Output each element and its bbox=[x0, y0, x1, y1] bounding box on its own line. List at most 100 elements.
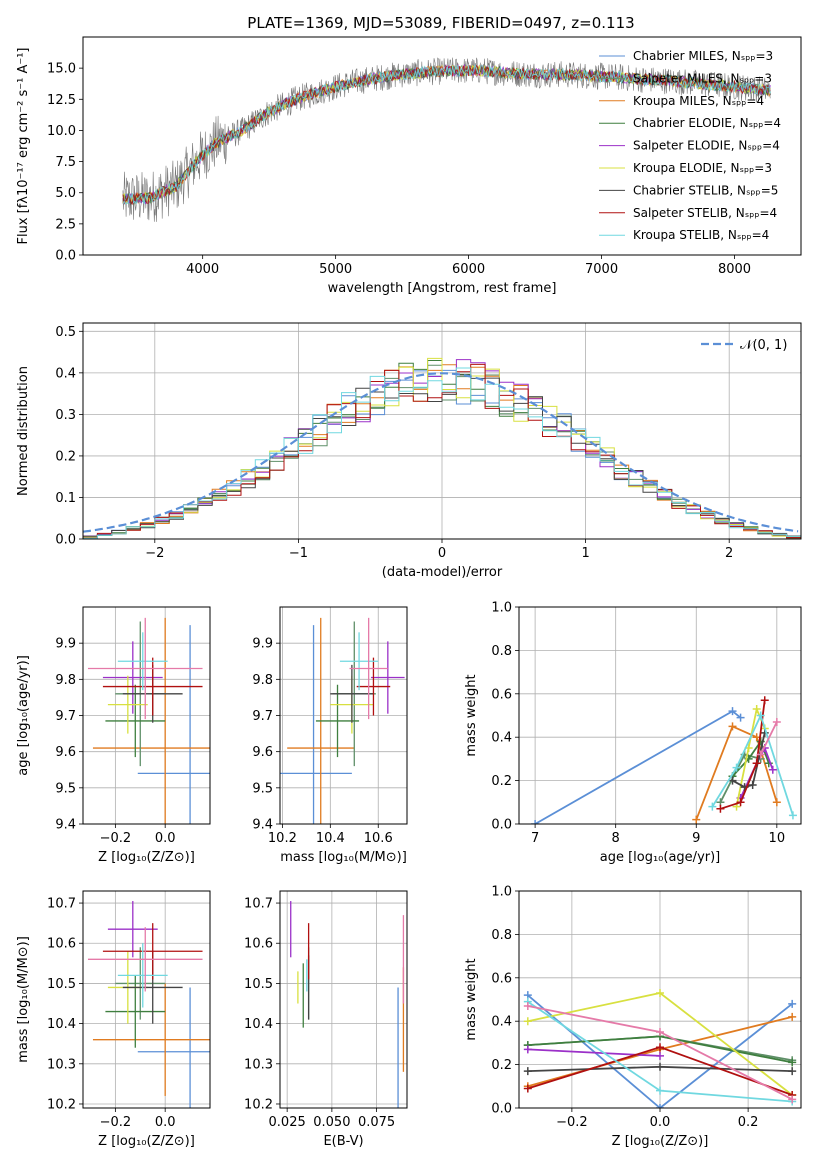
weight-point-marker bbox=[772, 798, 781, 807]
weight-point-marker bbox=[523, 1017, 532, 1026]
weight-point-marker bbox=[788, 1012, 797, 1021]
weight-series-line bbox=[695, 725, 778, 821]
x-tick-label: 0.0 bbox=[155, 831, 176, 846]
x-tick-label: 1 bbox=[581, 546, 589, 561]
weight-point-marker bbox=[736, 713, 745, 722]
axes-frame bbox=[82, 606, 211, 825]
weight-point-marker bbox=[736, 798, 745, 807]
y-tick-label: 7.5 bbox=[55, 155, 76, 170]
y-tick-label: 2.5 bbox=[55, 217, 76, 232]
plot-area-age-vs-mass bbox=[280, 617, 405, 824]
y-tick-label: 9.8 bbox=[55, 673, 76, 688]
weight-point-marker bbox=[656, 1062, 664, 1071]
weight-point-marker bbox=[708, 802, 717, 811]
weight-point-marker bbox=[748, 780, 757, 789]
x-axis-label: mass [log₁₀(M/M⊙)] bbox=[280, 850, 407, 865]
gaussian-curve bbox=[83, 372, 799, 533]
x-tick-label: −0.2 bbox=[100, 831, 132, 846]
axes-frame bbox=[279, 890, 408, 1109]
plot-area-age-vs-Z bbox=[87, 617, 210, 824]
x-tick-label: 0 bbox=[438, 546, 446, 561]
x-tick-label: 8 bbox=[612, 831, 620, 846]
y-tick-label: 0.4 bbox=[491, 1015, 512, 1030]
y-axis-label: mass weight bbox=[464, 958, 479, 1040]
y-tick-label: 9.9 bbox=[55, 637, 76, 652]
y-tick-label: 12.5 bbox=[47, 93, 76, 108]
x-tick-label: 2 bbox=[725, 546, 733, 561]
residual-histogram bbox=[83, 363, 801, 539]
y-tick-label: 0.0 bbox=[55, 249, 76, 264]
x-tick-label: 5000 bbox=[319, 262, 352, 277]
y-tick-label: 0.5 bbox=[55, 325, 76, 340]
axes-frame bbox=[82, 322, 802, 540]
y-tick-label: 10.5 bbox=[47, 977, 76, 992]
panel-mass-vs-EBV: 0.025 0.050 0.075 10.2 10.3 10.4 10.5 10.6 10.7 E… bbox=[244, 890, 408, 1149]
x-tick-label: 0.050 bbox=[313, 1115, 350, 1130]
weight-point-marker bbox=[728, 722, 737, 731]
plot-area-mass-vs-Z bbox=[87, 901, 210, 1108]
y-tick-label: 9.7 bbox=[55, 709, 76, 724]
weight-point-marker bbox=[760, 696, 769, 705]
weight-point-marker bbox=[656, 1028, 664, 1037]
y-tick-label: 0.6 bbox=[491, 687, 512, 702]
y-tick-label: 10.6 bbox=[47, 937, 76, 952]
y-tick-label: 1.0 bbox=[491, 601, 512, 616]
legend-entry: Salpeter ELODIE, Nₛₚₚ=4 bbox=[633, 139, 780, 153]
y-axis-label: Normed distribution bbox=[16, 366, 31, 496]
axes-frame bbox=[82, 890, 211, 1109]
weight-point-marker bbox=[523, 1067, 532, 1076]
weight-point-marker bbox=[523, 1045, 532, 1054]
y-tick-label: 10.3 bbox=[244, 1057, 273, 1072]
y-tick-label: 0.1 bbox=[55, 491, 76, 506]
y-tick-label: 5.0 bbox=[55, 186, 76, 201]
weight-point-marker bbox=[768, 765, 777, 774]
y-tick-label: 9.5 bbox=[55, 781, 76, 796]
y-tick-label: 0.4 bbox=[55, 366, 76, 381]
y-tick-label: 10.3 bbox=[47, 1057, 76, 1072]
x-axis-label: age [log₁₀(age/yr)] bbox=[600, 850, 721, 865]
y-tick-label: 9.4 bbox=[55, 818, 76, 833]
weight-point-marker bbox=[788, 999, 797, 1008]
panel-mass-weight-vs-age: 7 8 9 10 0.0 0.2 0.4 0.6 0.8 1.0 age [log₁₀(age/yr… bbox=[464, 601, 802, 865]
x-tick-label: −0.2 bbox=[100, 1115, 132, 1130]
y-tick-label: 0.0 bbox=[55, 533, 76, 548]
panel-residuals: −2 −1 0 1 2 0.0 0.1 0.2 0.3 0.4 0.5 (data-model)/er… bbox=[16, 322, 802, 580]
weight-point-marker bbox=[788, 1058, 797, 1067]
y-tick-label: 10.7 bbox=[244, 897, 273, 912]
plot-area-mass-vs-EBV bbox=[290, 901, 405, 1108]
weight-point-marker bbox=[752, 759, 761, 768]
weight-point-marker bbox=[716, 804, 725, 813]
x-axis-label: (data-model)/error bbox=[382, 565, 503, 580]
x-tick-label: −0.2 bbox=[556, 1115, 588, 1130]
panel-age-vs-Z: −0.2 0.0 9.4 9.5 9.6 9.7 9.8 9.9 Z [log₁₀(Z/Z⊙)]… bbox=[16, 606, 211, 865]
legend-entry: Kroupa ELODIE, Nₛₚₚ=3 bbox=[633, 161, 772, 175]
plot-area-mass-weight-vs-age bbox=[531, 696, 797, 824]
y-tick-label: 10.4 bbox=[47, 1017, 76, 1032]
y-tick-label: 10.6 bbox=[244, 937, 273, 952]
plot-area-spectrum bbox=[122, 57, 771, 222]
x-tick-label: 6000 bbox=[452, 262, 485, 277]
weight-series-line bbox=[527, 994, 793, 1108]
y-axis-label: mass weight bbox=[464, 674, 479, 756]
weight-series-line bbox=[759, 721, 778, 755]
weight-series-line bbox=[732, 732, 766, 789]
y-tick-label: 10.5 bbox=[244, 977, 273, 992]
legend-entry: Chabrier MILES, Nₛₚₚ=3 bbox=[633, 49, 773, 63]
x-tick-label: 8000 bbox=[718, 262, 751, 277]
y-axis-label: Flux [fλ10⁻¹⁷ erg cm⁻² s⁻¹ A⁻¹] bbox=[16, 48, 31, 245]
weight-point-marker bbox=[756, 711, 765, 720]
weight-point-marker bbox=[523, 1084, 532, 1093]
x-tick-label: −1 bbox=[289, 546, 308, 561]
x-tick-label: 10.4 bbox=[316, 831, 345, 846]
axes-frame bbox=[279, 606, 408, 825]
y-tick-label: 0.0 bbox=[491, 818, 512, 833]
y-tick-label: 10.2 bbox=[47, 1097, 76, 1112]
panel-mass-weight-vs-Z: −0.2 0.0 0.2 0.0 0.2 0.4 0.6 0.8 1.0 Z [log₁₀(Z/Z… bbox=[464, 885, 802, 1149]
x-tick-label: 0.0 bbox=[650, 1115, 671, 1130]
x-tick-label: 0.0 bbox=[155, 1115, 176, 1130]
y-tick-label: 0.2 bbox=[491, 774, 512, 789]
y-tick-label: 10.2 bbox=[244, 1097, 273, 1112]
y-tick-label: 0.2 bbox=[491, 1058, 512, 1073]
x-tick-label: 7 bbox=[531, 831, 539, 846]
y-tick-label: 9.6 bbox=[55, 745, 76, 760]
